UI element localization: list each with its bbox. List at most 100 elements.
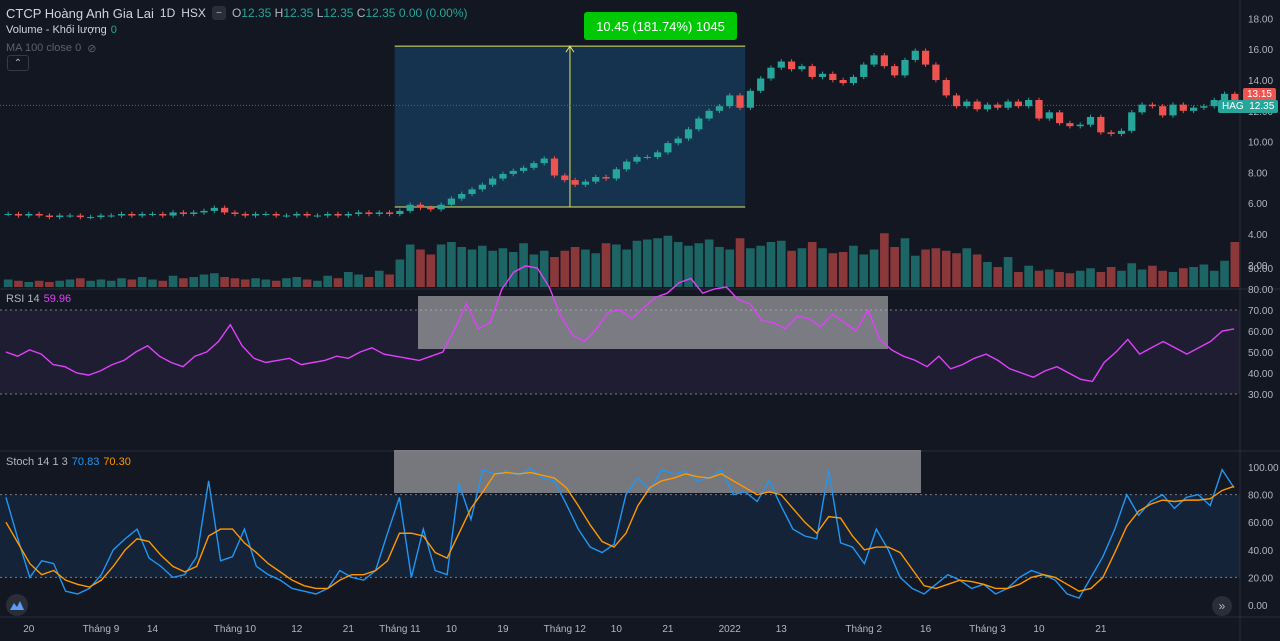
volume-bar	[673, 242, 683, 287]
volume-bar	[941, 250, 951, 287]
candle-body	[4, 213, 12, 215]
volume-bar	[333, 278, 343, 287]
candle-body	[251, 213, 260, 216]
volume-bar	[137, 277, 147, 287]
time-axis-label: Tháng 12	[544, 624, 587, 635]
candle-body	[190, 212, 198, 214]
candle-body	[499, 173, 507, 179]
candle-body	[684, 129, 693, 139]
volume-bar	[158, 280, 168, 287]
stoch-axis-label: 60.00	[1248, 518, 1273, 529]
scroll-to-realtime-button[interactable]: »	[1212, 596, 1232, 616]
candle-body	[1086, 116, 1095, 125]
volume-bar	[1168, 272, 1178, 287]
stoch-k-line	[5, 467, 1235, 599]
candle-body	[437, 204, 445, 210]
volume-bar	[890, 247, 900, 287]
volume-bar	[447, 242, 456, 287]
collapse-legend-button[interactable]: ⌃	[7, 55, 29, 71]
interval-label[interactable]: 1D	[159, 6, 176, 20]
volume-bar	[849, 245, 858, 287]
time-axis-label: 13	[776, 624, 788, 635]
candle-body	[1169, 104, 1177, 116]
volume-bar	[467, 249, 477, 287]
volume-bar	[715, 247, 724, 287]
ma-legend[interactable]: MA 100 close 0 ⊘	[6, 42, 97, 55]
candle-body	[241, 213, 249, 216]
volume-bar	[910, 255, 920, 287]
volume-bar	[179, 278, 188, 287]
symbol-title[interactable]: CTCP Hoàng Anh Gia Lai	[6, 5, 154, 21]
candle-body	[1014, 101, 1022, 107]
candle-body	[14, 213, 23, 216]
price-axis-label: 14.00	[1248, 76, 1273, 87]
volume-bar	[1003, 257, 1013, 287]
volume-bar	[271, 280, 281, 287]
candle-body	[1035, 100, 1043, 119]
stoch-axis-label: 100.00	[1248, 463, 1279, 474]
volume-bar	[622, 249, 631, 287]
stoch-axis-label: 20.00	[1248, 573, 1273, 584]
volume-bar	[354, 274, 363, 287]
volume-bar	[55, 280, 65, 287]
candle-body	[1148, 104, 1156, 107]
time-axis-label: Tháng 3	[969, 624, 1006, 635]
rsi-axis-label: 50.00	[1248, 348, 1273, 359]
candle-body	[303, 213, 311, 216]
candle-body	[1107, 132, 1115, 134]
candle-body	[994, 104, 1002, 108]
volume-bar	[694, 243, 704, 287]
volume-bar	[209, 273, 219, 287]
measure-arrow-head	[565, 45, 575, 53]
candle-body	[932, 64, 940, 80]
candle-body	[76, 215, 84, 218]
volume-bar	[591, 253, 601, 287]
candle-body	[200, 210, 208, 213]
hide-series-icon[interactable]: −	[211, 6, 226, 20]
rsi-legend[interactable]: RSI 14 59.96	[6, 293, 72, 305]
volume-bar	[1199, 264, 1209, 287]
candle-body	[334, 213, 342, 216]
candle-body	[952, 95, 961, 107]
time-axis-label: 21	[343, 624, 355, 635]
time-axis-label: 21	[662, 624, 674, 635]
candle-body	[695, 118, 703, 130]
volume-bar	[983, 262, 992, 287]
volume-bar	[1014, 272, 1023, 287]
tradingview-logo-icon[interactable]	[6, 594, 28, 616]
candle-body	[406, 204, 414, 211]
time-axis-label: 10	[1033, 624, 1045, 635]
candle-body	[653, 152, 662, 157]
candle-body	[416, 204, 425, 208]
volume-legend[interactable]: Volume - Khối lượng 0	[6, 24, 117, 36]
candle-body	[458, 193, 466, 199]
volume-bar	[240, 279, 250, 287]
candle-body	[715, 106, 724, 111]
volume-bar	[436, 244, 446, 287]
candle-body	[1200, 106, 1208, 108]
candle-body	[365, 212, 373, 214]
volume-bar	[756, 245, 765, 287]
volume-bar	[612, 244, 621, 287]
time-axis-label: 16	[920, 624, 932, 635]
candle-body	[602, 177, 610, 179]
volume-bar	[1106, 267, 1116, 287]
candle-body	[623, 161, 631, 170]
volume-bar	[313, 280, 322, 287]
hidden-eye-icon[interactable]: ⊘	[87, 42, 97, 55]
volume-bar	[478, 245, 487, 287]
stoch-legend[interactable]: Stoch 14 1 3 70.83 70.30	[6, 456, 131, 468]
volume-bar	[374, 270, 384, 287]
volume-bar	[426, 254, 436, 287]
candle-body	[664, 143, 672, 153]
candle-body	[1231, 93, 1239, 105]
volume-bar	[45, 282, 54, 287]
volume-bar	[1220, 260, 1229, 287]
volume-bar	[601, 243, 611, 287]
candle-body	[107, 215, 115, 217]
volume-bar	[539, 250, 549, 287]
volume-bar	[1137, 269, 1147, 287]
rsi-line	[5, 265, 1235, 383]
candle-body	[221, 207, 229, 213]
